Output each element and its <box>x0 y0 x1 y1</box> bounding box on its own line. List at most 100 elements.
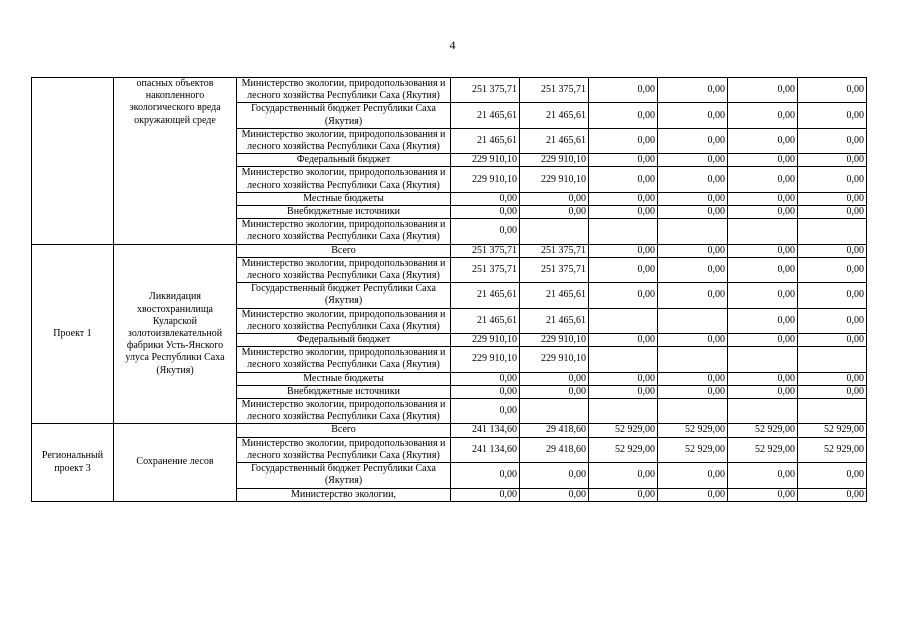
amount-cell <box>657 346 728 373</box>
amount-cell: 0,00 <box>727 166 798 193</box>
amount-cell <box>727 346 798 373</box>
funding-source-cell: Государственный бюджет Республики Саха (… <box>236 282 451 309</box>
amount-cell: 52 929,00 <box>588 423 658 438</box>
amount-cell: 21 465,61 <box>519 282 589 309</box>
amount-cell <box>588 218 658 245</box>
amount-cell: 21 465,61 <box>450 102 520 129</box>
amount-cell <box>588 398 658 425</box>
table-row: Внебюджетные источники 0,00 0,00 0,00 0,00 0,… <box>32 205 867 220</box>
amount-cell: 0,00 <box>657 282 728 309</box>
amount-cell: 0,00 <box>588 127 658 155</box>
funding-source-cell: Министерство экологии, природопользовани… <box>236 218 451 245</box>
amount-cell: 0,00 <box>727 243 798 258</box>
amount-cell: 251 375,71 <box>519 243 589 258</box>
amount-cell: 0,00 <box>588 191 658 207</box>
amount-cell: 251 375,71 <box>450 256 520 284</box>
amount-cell: 0,00 <box>797 371 867 386</box>
amount-cell: 0,00 <box>450 487 520 502</box>
table-row: Министерство экологии, природопользовани… <box>32 256 867 284</box>
funding-table: опасных объектов накопленного экологичес… <box>31 76 867 502</box>
amount-cell: 0,00 <box>657 333 728 348</box>
amount-cell: 21 465,61 <box>450 282 520 309</box>
amount-cell: 21 465,61 <box>519 127 589 155</box>
amount-cell: 0,00 <box>588 102 658 129</box>
table-row: Министерство экологии, природопользовани… <box>32 307 867 335</box>
amount-cell: 0,00 <box>588 384 658 400</box>
amount-cell: 0,00 <box>727 76 798 104</box>
amount-cell: 229 910,10 <box>450 333 520 348</box>
funding-source-cell: Министерство экологии, природопользовани… <box>236 346 451 373</box>
amount-cell: 0,00 <box>797 256 867 284</box>
amount-cell <box>797 346 867 373</box>
table-row: Министерство экологии, 0,00 0,00 0,00 0,00 0,… <box>32 487 867 502</box>
amount-cell: 0,00 <box>588 243 658 258</box>
amount-cell: 0,00 <box>797 307 867 335</box>
amount-cell: 0,00 <box>727 333 798 348</box>
amount-cell <box>519 398 589 425</box>
amount-cell: 21 465,61 <box>450 307 520 335</box>
amount-cell: 251 375,71 <box>450 243 520 258</box>
project-name-cell: Ликвидация хвостохранилища Куларской зол… <box>113 243 237 425</box>
amount-cell: 0,00 <box>588 205 658 220</box>
amount-cell <box>588 307 658 335</box>
amount-cell: 229 910,10 <box>450 166 520 193</box>
amount-cell: 0,00 <box>727 205 798 220</box>
amount-cell: 0,00 <box>588 487 658 502</box>
program-element-cell: Региональный проект 3 <box>31 423 114 502</box>
amount-cell: 52 929,00 <box>797 423 867 438</box>
table-row: Государственный бюджет Республики Саха (… <box>32 102 867 129</box>
funding-source-cell: Государственный бюджет Республики Саха (… <box>236 462 451 489</box>
amount-cell: 0,00 <box>519 191 589 207</box>
amount-cell: 0,00 <box>519 205 589 220</box>
amount-cell: 52 929,00 <box>727 423 798 438</box>
funding-source-cell: Министерство экологии, природопользовани… <box>236 76 451 104</box>
amount-cell: 0,00 <box>657 191 728 207</box>
amount-cell: 0,00 <box>450 462 520 489</box>
amount-cell: 229 910,10 <box>519 346 589 373</box>
amount-cell: 0,00 <box>727 487 798 502</box>
amount-cell: 0,00 <box>588 256 658 284</box>
amount-cell: 0,00 <box>797 205 867 220</box>
amount-cell <box>727 398 798 425</box>
amount-cell: 29 418,60 <box>519 436 589 464</box>
funding-source-cell: Внебюджетные источники <box>236 384 451 400</box>
amount-cell: 0,00 <box>727 127 798 155</box>
amount-cell: 0,00 <box>797 76 867 104</box>
amount-cell: 0,00 <box>727 102 798 129</box>
table-row: Местные бюджеты 0,00 0,00 0,00 0,00 0,00 0,00 <box>32 191 867 207</box>
funding-source-cell: Министерство экологии, природопользовани… <box>236 127 451 155</box>
table-row: Проект 1 Ликвидация хвостохранилища Кулар… <box>31 243 867 425</box>
amount-cell: 0,00 <box>588 371 658 386</box>
table-row: Государственный бюджет Республики Саха (… <box>32 462 867 489</box>
table-row: Министерство экологии, природопользовани… <box>32 346 867 373</box>
amount-cell: 52 929,00 <box>657 436 728 464</box>
amount-cell: 0,00 <box>797 333 867 348</box>
amount-cell: 0,00 <box>727 307 798 335</box>
amount-cell <box>797 398 867 425</box>
amount-cell: 0,00 <box>588 462 658 489</box>
amount-cell: 0,00 <box>727 462 798 489</box>
funding-source-cell: Министерство экологии, природопользовани… <box>236 307 451 335</box>
funding-source-cell: Местные бюджеты <box>236 371 451 386</box>
amount-cell: 0,00 <box>797 282 867 309</box>
amount-cell: 0,00 <box>797 127 867 155</box>
amount-cell: 229 910,10 <box>450 346 520 373</box>
amount-cell <box>797 218 867 245</box>
amount-cell: 229 910,10 <box>519 153 589 168</box>
funding-source-cell: Всего <box>236 423 451 438</box>
amount-cell: 0,00 <box>588 333 658 348</box>
funding-source-cell: Министерство экологии, природопользовани… <box>236 256 451 284</box>
funding-source-cell: Федеральный бюджет <box>236 153 451 168</box>
amount-cell: 0,00 <box>797 462 867 489</box>
table-row: Министерство экологии, природопользовани… <box>32 398 867 425</box>
amount-cell: 229 910,10 <box>519 333 589 348</box>
amount-cell: 0,00 <box>657 487 728 502</box>
table-row: Министерство экологии, природопользовани… <box>32 127 867 155</box>
amount-cell: 52 929,00 <box>657 423 728 438</box>
amount-cell: 0,00 <box>450 398 520 425</box>
amount-cell: 0,00 <box>450 384 520 400</box>
amount-cell: 0,00 <box>450 205 520 220</box>
amount-cell: 0,00 <box>797 487 867 502</box>
page-number: 4 <box>449 38 456 52</box>
amount-cell: 0,00 <box>657 384 728 400</box>
